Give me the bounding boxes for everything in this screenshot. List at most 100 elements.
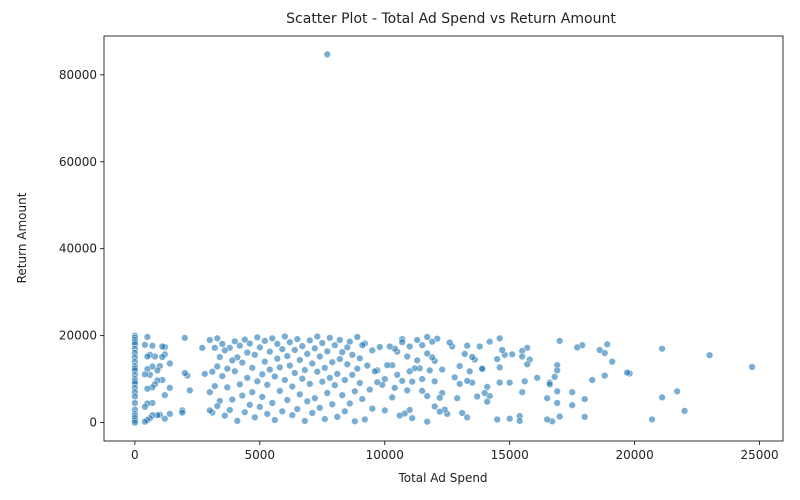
- scatter-point: [568, 401, 576, 409]
- scatter-point: [208, 368, 217, 376]
- scatter-point: [181, 369, 189, 377]
- scatter-point: [483, 383, 491, 391]
- scatter-point: [306, 380, 314, 388]
- scatter-point: [493, 355, 501, 363]
- scatter-point: [463, 413, 471, 422]
- scatter-point: [553, 399, 561, 407]
- scatter-point: [550, 373, 559, 381]
- scatter-point: [236, 380, 244, 388]
- scatter-point: [308, 359, 316, 368]
- scatter-point: [446, 338, 454, 347]
- scatter-point: [573, 343, 581, 352]
- scatter-point: [388, 393, 396, 402]
- scatter-point: [313, 368, 321, 376]
- scatter-point: [166, 384, 174, 392]
- scatter-point: [518, 388, 526, 396]
- scatter-point: [241, 408, 249, 416]
- scatter-point: [166, 410, 174, 418]
- scatter-point: [316, 404, 324, 412]
- scatter-point: [153, 366, 162, 375]
- scatter-point: [333, 370, 341, 378]
- scatter-point: [263, 410, 271, 418]
- scatter-point: [161, 391, 169, 399]
- scatter-point: [253, 333, 261, 342]
- scatter-point: [288, 382, 296, 391]
- scatter-point: [226, 406, 234, 414]
- scatter-point: [363, 361, 371, 370]
- scatter-point: [311, 394, 319, 402]
- x-tick-label: 25000: [740, 448, 778, 462]
- y-tick-label: 80000: [59, 68, 97, 82]
- scatter-point: [373, 378, 381, 386]
- scatter-point: [301, 366, 309, 374]
- scatter-point: [256, 343, 264, 352]
- scatter-point: [298, 342, 306, 350]
- scatter-point: [131, 392, 139, 401]
- y-tick-label: 40000: [59, 242, 97, 256]
- scatter-point: [648, 415, 656, 424]
- scatter-point: [336, 355, 344, 363]
- scatter-point: [221, 346, 229, 355]
- scatter-point: [406, 342, 414, 351]
- scatter-point: [271, 372, 279, 381]
- scatter-point: [166, 359, 174, 368]
- scatter-point: [333, 413, 341, 421]
- scatter-point: [286, 361, 294, 370]
- scatter-point: [268, 399, 276, 407]
- scatter-point: [461, 350, 469, 358]
- scatter-point: [680, 407, 689, 415]
- scatter-point: [281, 332, 289, 341]
- scatter-point: [431, 402, 439, 411]
- scatter-point: [326, 334, 334, 342]
- scatter-point: [141, 403, 149, 411]
- scatter-point: [506, 415, 514, 423]
- scatter-point: [323, 389, 331, 397]
- scatter-point: [293, 405, 301, 413]
- scatter-point: [158, 342, 167, 351]
- scatter-point: [303, 350, 311, 358]
- scatter-point: [231, 367, 239, 375]
- scatter-point: [223, 383, 232, 392]
- scatter-point: [218, 340, 227, 348]
- scatter-point: [206, 388, 214, 396]
- scatter-point: [533, 374, 541, 382]
- scatter-point: [143, 333, 152, 341]
- scatter-point: [283, 352, 291, 360]
- scatter-point: [131, 418, 139, 427]
- scatter-point: [326, 374, 334, 382]
- scatter-point: [368, 346, 376, 355]
- x-tick-label: 0: [131, 448, 139, 462]
- scatter-point: [158, 353, 167, 361]
- scatter-point: [353, 365, 361, 373]
- scatter-point: [483, 398, 491, 406]
- scatter-point: [338, 391, 346, 399]
- scatter-point: [246, 339, 254, 348]
- scatter-point: [313, 332, 321, 341]
- scatter-point: [413, 356, 421, 365]
- scatter-point: [673, 387, 681, 395]
- scatter-point: [283, 396, 291, 404]
- scatter-point: [371, 367, 379, 375]
- scatter-point: [318, 378, 326, 386]
- scatter-point: [206, 406, 214, 415]
- scatter-point: [408, 378, 416, 386]
- scatter-point: [296, 356, 304, 364]
- scatter-point: [358, 341, 366, 349]
- scatter-point: [278, 407, 286, 415]
- scatter-point: [248, 364, 257, 372]
- scatter-point: [251, 351, 259, 359]
- scatter-point: [418, 375, 426, 383]
- scatter-point: [141, 341, 149, 349]
- scatter-point: [555, 337, 564, 345]
- scatter-point: [543, 415, 551, 424]
- scatter-point: [211, 382, 219, 390]
- scatter-point: [243, 374, 252, 382]
- scatter-point: [228, 356, 237, 365]
- scatter-point: [291, 346, 299, 354]
- scatter-point: [341, 376, 349, 384]
- scatter-point: [161, 415, 169, 423]
- scatter-point: [515, 417, 524, 425]
- scatter-point: [486, 338, 494, 346]
- scatter-point: [343, 343, 351, 352]
